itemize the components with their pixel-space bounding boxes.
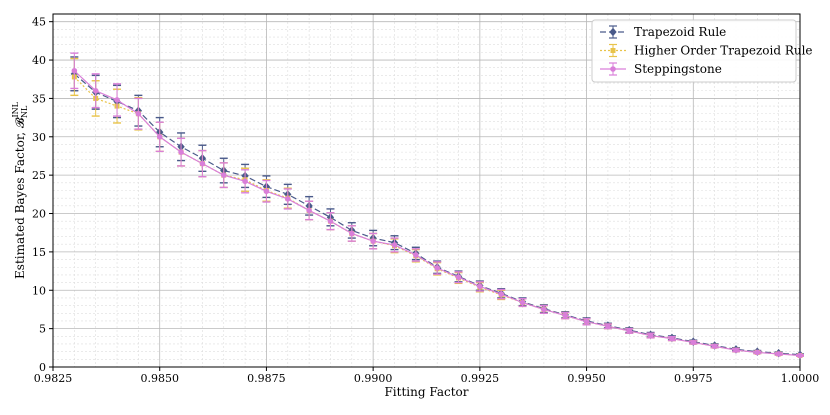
data-point bbox=[775, 351, 782, 357]
y-tick-label: 0 bbox=[39, 361, 46, 374]
minor-grid bbox=[53, 13, 800, 367]
x-tick-label: 0.9850 bbox=[140, 372, 179, 385]
data-point bbox=[711, 343, 718, 350]
y-tick-label: 30 bbox=[32, 131, 46, 144]
data-point bbox=[733, 347, 739, 353]
data-point bbox=[797, 352, 803, 359]
x-tick-label: 1.0000 bbox=[781, 372, 820, 385]
data-point bbox=[220, 172, 227, 178]
data-point bbox=[178, 149, 184, 155]
data-point bbox=[71, 67, 78, 74]
legend-label: Trapezoid Rule bbox=[634, 25, 726, 39]
x-tick-label: 0.9975 bbox=[674, 372, 713, 385]
x-tick-label: 0.9925 bbox=[461, 372, 500, 385]
data-point bbox=[370, 238, 376, 244]
data-point bbox=[114, 97, 120, 103]
data-point bbox=[135, 110, 142, 117]
data-point bbox=[327, 218, 334, 224]
legend-label: Steppingstone bbox=[634, 62, 722, 76]
data-point bbox=[610, 48, 616, 53]
legend-box bbox=[591, 19, 797, 83]
y-tick-label: 20 bbox=[32, 208, 46, 221]
y-tick-label: 25 bbox=[32, 169, 46, 182]
x-tick-label: 0.9875 bbox=[247, 372, 286, 385]
series-layer bbox=[70, 52, 804, 359]
x-tick-label: 0.9950 bbox=[567, 372, 606, 385]
data-point bbox=[669, 335, 675, 342]
data-point bbox=[690, 339, 697, 346]
legend-item: Trapezoid Rule bbox=[600, 25, 726, 39]
legend: Trapezoid Rule Higher Order Trapezoid Rul… bbox=[591, 19, 813, 83]
data-point bbox=[156, 133, 163, 140]
data-point bbox=[609, 27, 617, 37]
data-point bbox=[477, 283, 483, 290]
plot-frame bbox=[52, 13, 801, 368]
y-tick-label: 15 bbox=[32, 246, 46, 259]
data-point bbox=[199, 160, 206, 167]
y-axis-ticks: 0 5 10 15 20 25 30 35 40 45 bbox=[32, 16, 53, 374]
data-point bbox=[626, 328, 633, 334]
data-point bbox=[391, 242, 398, 248]
y-axis-label-subscript: NL bbox=[20, 105, 29, 118]
y-tick-label: 40 bbox=[32, 54, 46, 67]
legend-item: Steppingstone bbox=[600, 62, 722, 76]
data-point bbox=[754, 349, 761, 356]
y-axis-label-main: Estimated Bayes Factor, 𝓑 bbox=[13, 117, 27, 279]
y-axis-label: Estimated Bayes Factor, 𝓑INLNL bbox=[11, 101, 29, 279]
data-point bbox=[647, 332, 654, 339]
data-point bbox=[455, 274, 462, 281]
data-point bbox=[306, 207, 312, 214]
y-tick-label: 10 bbox=[32, 284, 46, 297]
series-steppingstone bbox=[70, 52, 804, 359]
y-tick-label: 45 bbox=[32, 16, 46, 29]
data-point bbox=[349, 230, 355, 237]
data-point bbox=[413, 252, 419, 258]
x-tick-label: 0.9900 bbox=[354, 372, 393, 385]
data-point bbox=[498, 291, 505, 297]
data-point bbox=[583, 318, 590, 325]
major-grid bbox=[52, 14, 801, 368]
data-point bbox=[541, 306, 547, 313]
y-tick-label: 35 bbox=[32, 92, 46, 105]
data-point bbox=[562, 312, 569, 319]
y-axis-label-superscript: INL bbox=[11, 101, 20, 117]
legend-item: Higher Order Trapezoid Rule bbox=[600, 44, 813, 58]
data-point bbox=[242, 178, 248, 185]
data-point bbox=[92, 87, 99, 94]
x-axis-ticks: 0.9825 0.9850 0.9875 0.9900 0.9925 0.9950 0.99… bbox=[34, 367, 820, 385]
data-point bbox=[284, 196, 291, 202]
data-point bbox=[605, 323, 611, 330]
y-tick-label: 5 bbox=[39, 323, 46, 336]
x-tick-label: 0.9825 bbox=[34, 372, 73, 385]
legend-label: Higher Order Trapezoid Rule bbox=[634, 44, 813, 58]
data-point bbox=[434, 265, 440, 271]
data-point bbox=[263, 188, 270, 195]
data-point bbox=[519, 299, 526, 306]
x-axis-label: Fitting Factor bbox=[384, 385, 468, 399]
data-point bbox=[610, 66, 616, 72]
